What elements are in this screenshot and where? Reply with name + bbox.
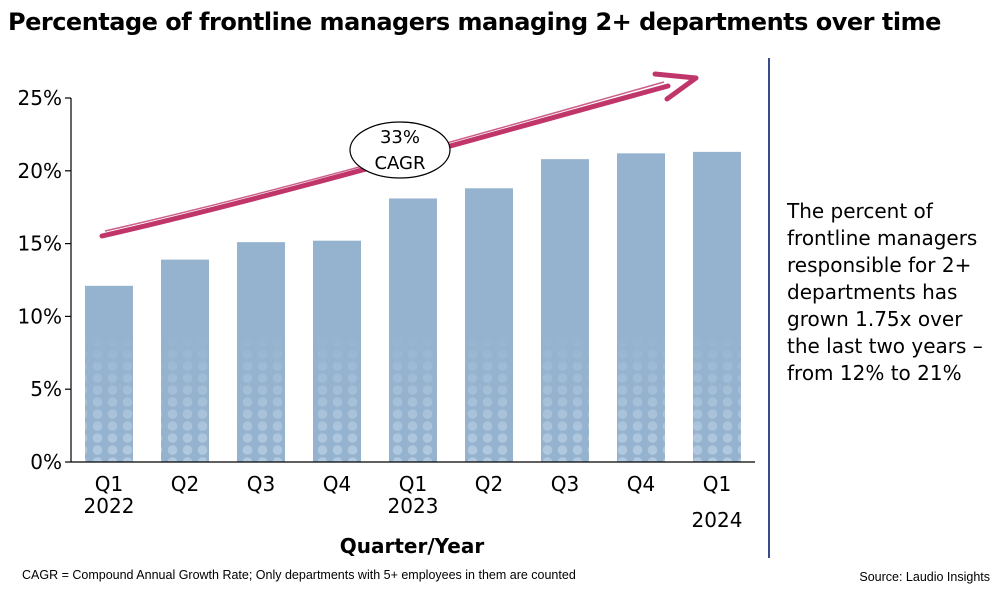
bar-texture-8 bbox=[617, 332, 665, 462]
x-tick-label: Q1 bbox=[95, 472, 123, 496]
cagr-arrow-group: 33% CAGR bbox=[99, 71, 699, 239]
x-year-label: 2023 bbox=[388, 494, 439, 518]
bar-texture-9 bbox=[693, 332, 741, 462]
cagr-label: CAGR bbox=[374, 153, 425, 174]
y-tick-label: 5% bbox=[30, 377, 62, 401]
x-tick-label: Q3 bbox=[247, 472, 275, 496]
bar-texture-5 bbox=[389, 332, 437, 462]
bar-texture-4 bbox=[313, 332, 361, 462]
insight-text: The percent of frontline managers respon… bbox=[787, 199, 983, 385]
bar-texture-6 bbox=[465, 332, 513, 462]
y-tick-label: 25% bbox=[18, 86, 62, 110]
y-tick-label: 0% bbox=[30, 450, 62, 474]
x-year-label: 2024 bbox=[692, 508, 743, 532]
x-tick-label: Q4 bbox=[323, 472, 351, 496]
bar-texture-3 bbox=[237, 332, 285, 462]
footnote: CAGR = Compound Annual Growth Rate; Only… bbox=[22, 568, 576, 582]
x-tick-label: Q1 bbox=[703, 472, 731, 496]
chart-title: Percentage of frontline managers managin… bbox=[8, 8, 941, 36]
vertical-divider bbox=[768, 58, 770, 558]
bar-texture-7 bbox=[541, 332, 589, 462]
growth-arrow-head bbox=[652, 71, 699, 102]
x-tick-label: Q2 bbox=[171, 472, 199, 496]
source-text: Source: Laudio Insights bbox=[859, 570, 990, 584]
x-tick-label: Q2 bbox=[475, 472, 503, 496]
x-tick-label: Q1 bbox=[399, 472, 427, 496]
bars-group bbox=[85, 151, 741, 463]
y-tick-label: 10% bbox=[18, 304, 62, 328]
cagr-annotation-ellipse bbox=[349, 121, 451, 179]
x-tick-label: Q4 bbox=[627, 472, 655, 496]
y-tick-label: 15% bbox=[18, 232, 62, 256]
bar-texture-2 bbox=[161, 332, 209, 462]
x-year-label: 2022 bbox=[84, 494, 135, 518]
cagr-value: 33% bbox=[380, 127, 420, 148]
x-axis-title: Quarter/Year bbox=[340, 534, 485, 558]
y-tick-label: 20% bbox=[18, 159, 62, 183]
x-tick-label: Q3 bbox=[551, 472, 579, 496]
bar-texture-1 bbox=[85, 332, 133, 462]
